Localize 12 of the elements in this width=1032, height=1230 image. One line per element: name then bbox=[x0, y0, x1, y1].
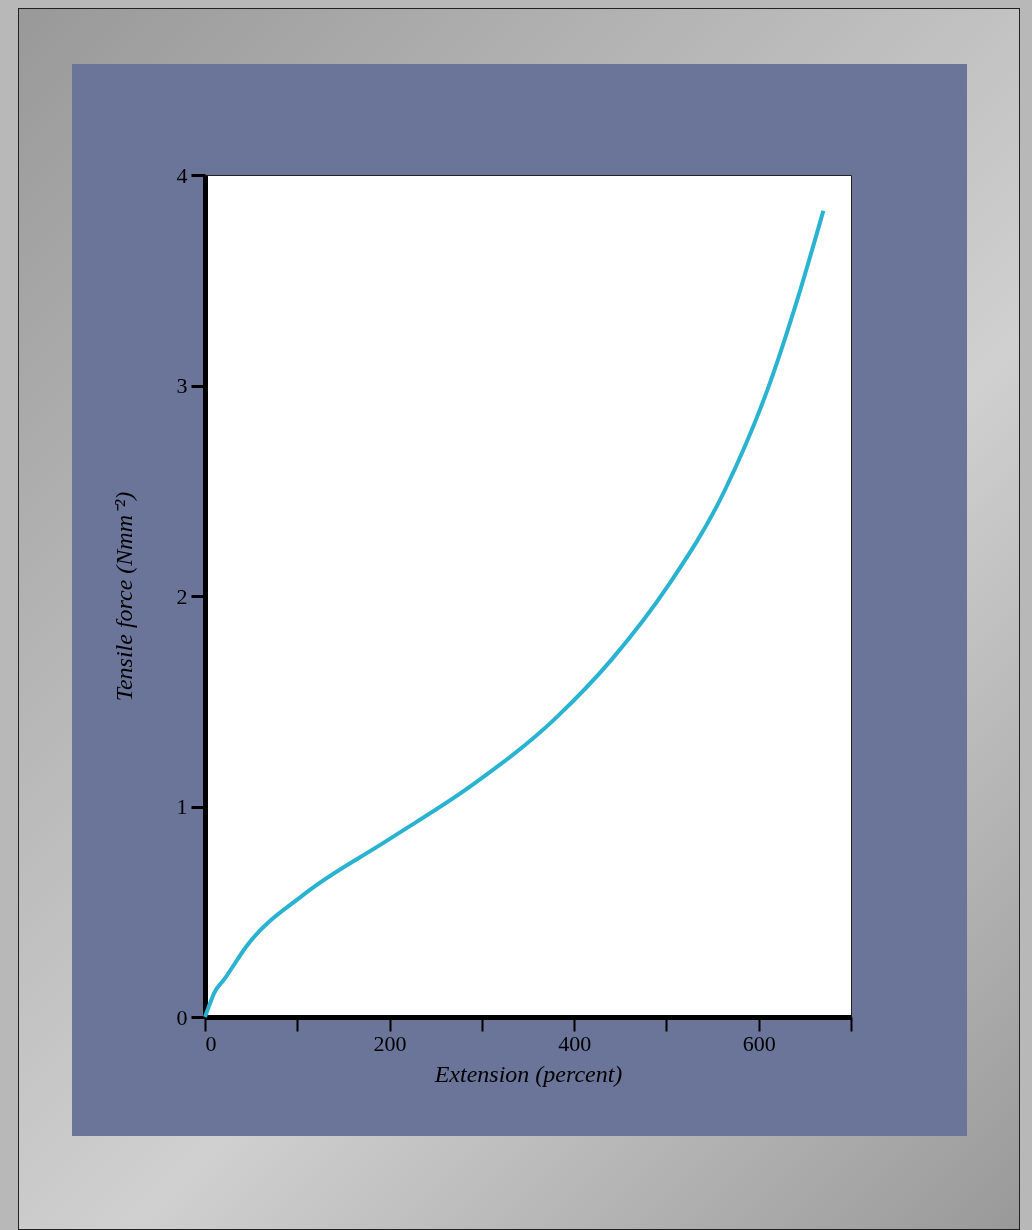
y-axis-title: Tensile force (Nmm⁻²) bbox=[110, 491, 137, 702]
y-tick-label: 1 bbox=[176, 794, 188, 819]
line-series bbox=[203, 208, 826, 1019]
x-tick-label: 0 bbox=[205, 1030, 217, 1056]
y-tick-label: 3 bbox=[176, 373, 188, 398]
x-tick-label: 400 bbox=[558, 1030, 592, 1056]
x-tick-label: 200 bbox=[373, 1030, 407, 1056]
x-axis-title: Extension (percent) bbox=[433, 1060, 623, 1087]
y-tick-label: 0 bbox=[176, 1004, 188, 1030]
y-tick-label: 4 bbox=[176, 162, 188, 188]
y-tick-label: 2 bbox=[176, 583, 188, 609]
x-tick-label: 600 bbox=[742, 1030, 776, 1056]
